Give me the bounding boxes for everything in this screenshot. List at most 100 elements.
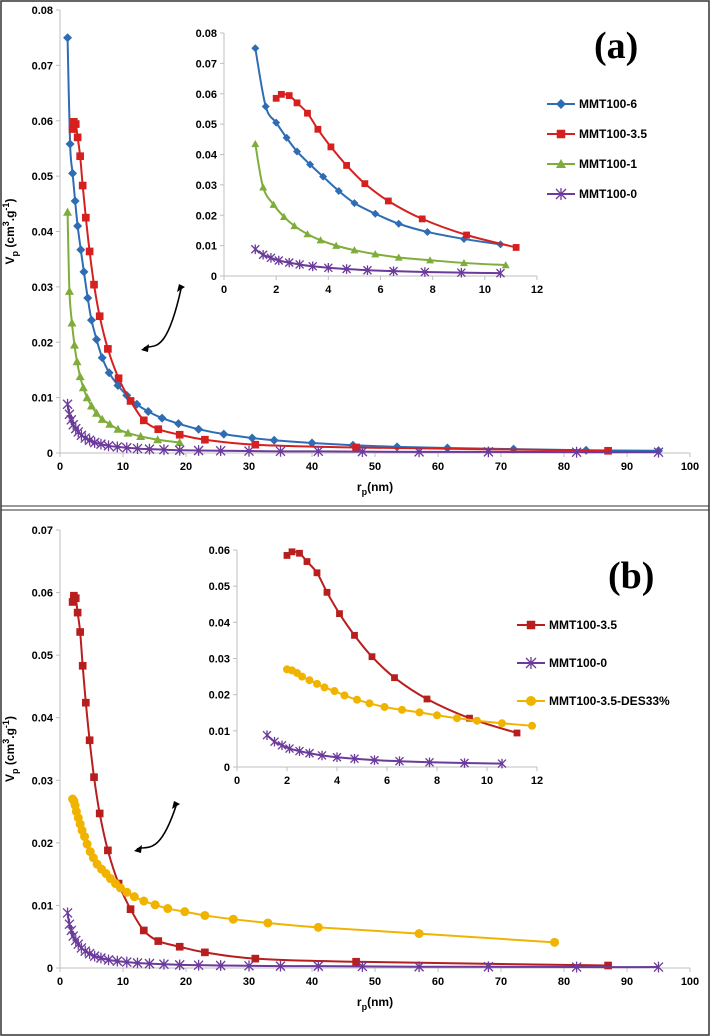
panel-a-callout-arrow xyxy=(141,284,185,352)
panel-b-legend-label: MMT100-3.5 xyxy=(549,618,617,632)
panel-b-inset-data-point xyxy=(336,610,343,618)
panel-a-main-data-point xyxy=(62,398,73,410)
panel-a-main-data-point xyxy=(194,424,204,434)
panel-b-main-y-tick-label: 0.04 xyxy=(32,713,54,725)
panel-b-main-data-point xyxy=(104,846,112,855)
panel-a-inset-data-point xyxy=(459,258,468,267)
panel-a-inset-data-point xyxy=(350,199,359,208)
panel-a-main-data-point xyxy=(103,440,114,452)
panel-a-inset-data-point xyxy=(295,259,305,270)
panel-a-main-data-point xyxy=(114,374,123,383)
panel-b-inset-data-point xyxy=(320,683,329,692)
panel-b-inset-x-tick-label: 0 xyxy=(234,775,240,787)
panel-a-main-data-point xyxy=(153,435,163,444)
panel-a-legend-item: MMT100-1 xyxy=(547,157,637,171)
panel-b-inset-data-point xyxy=(353,695,361,704)
panel-a-panel-label: (a) xyxy=(594,25,638,67)
panel-a-main-data-point xyxy=(97,414,107,423)
panel-b-inset-x-tick-label: 4 xyxy=(334,775,341,787)
panel-a-inset-data-point xyxy=(342,264,352,274)
panel-b-main-data-point xyxy=(95,809,104,818)
panel-b-inset-x-tick-label: 2 xyxy=(284,775,290,787)
panel-a-main-data-point xyxy=(307,438,317,448)
panel-a-main-data-point xyxy=(85,247,94,256)
panel-a-main-data-point xyxy=(215,445,226,457)
panel-a-main-data-point xyxy=(158,444,169,456)
panel-b-inset-y-tick-label: 0.02 xyxy=(209,690,230,702)
panel-a-inset-data-point xyxy=(512,244,520,251)
panel-a-inset-data-point xyxy=(258,249,268,260)
panel-a-main-data-point xyxy=(84,434,95,446)
panel-b-main-series-MMT100-0 xyxy=(62,907,664,973)
panel-a-main-data-point xyxy=(105,419,115,428)
panel-a-main-data-point xyxy=(63,33,73,43)
panel-b-main-data-point xyxy=(78,661,87,670)
panel-a-main-data-point xyxy=(69,340,79,349)
panel-b-main-x-tick-label: 100 xyxy=(681,976,699,988)
panel-b-main-data-point xyxy=(80,832,90,842)
panel-a-inset-data-point xyxy=(319,172,328,181)
panel-b-inset-data-point xyxy=(340,691,349,700)
panel-a-main-data-point xyxy=(71,120,80,128)
panel-b-inset-data-point xyxy=(513,729,521,737)
panel-a-inset-data-point xyxy=(332,241,341,249)
panel-a-main-data-point xyxy=(352,443,360,452)
panel-b-main-data-point xyxy=(112,955,123,967)
panel-a-main-x-tick-label: 50 xyxy=(369,461,381,473)
panel-a-main-data-point xyxy=(123,428,133,437)
panel-b-main-data-point xyxy=(84,948,95,960)
panel-a-main-data-point xyxy=(70,196,80,206)
panel-a-main-data-point xyxy=(92,334,102,344)
panel-a-inset-data-point xyxy=(266,252,276,263)
panel-b-main-data-point xyxy=(158,958,169,970)
panel-b-main-y-tick-label: 0.01 xyxy=(32,900,53,912)
panel-a-main-data-point xyxy=(201,435,209,444)
panel-b-main-data-point xyxy=(115,883,125,893)
panel-b-main-data-point xyxy=(129,892,139,902)
panel-b-main-data-point xyxy=(228,914,238,924)
panel-b-legend-marker xyxy=(525,657,537,669)
panel-a-main-series-MMT100-1 xyxy=(63,207,185,447)
panel-a-inset-series-MMT100-0 xyxy=(250,244,505,278)
panel-a-inset-data-point xyxy=(371,209,380,218)
panel-a-inset-data-point xyxy=(426,256,435,264)
panel-b-main-data-point xyxy=(604,961,612,970)
panel-b-main-data-point xyxy=(201,948,209,957)
panel-a-main-x-tick-label: 80 xyxy=(558,461,570,473)
panel-a-main-data-point xyxy=(154,425,163,434)
panel-a-legend-marker xyxy=(555,188,567,200)
panel-b-inset-data-point xyxy=(270,736,279,747)
panel-a-main-data-point xyxy=(73,221,83,231)
panel-a-inset-data-point xyxy=(384,197,392,205)
panel-a-inset-data-point xyxy=(350,246,359,254)
panel-a-inset-data-point xyxy=(250,244,260,255)
panel-b-x-axis-label: rp(nm) xyxy=(357,995,393,1012)
panel-b-inset-data-point xyxy=(332,752,342,763)
panel-a-inset-data-point xyxy=(290,221,299,230)
panel-a-inset-data-point xyxy=(269,200,278,208)
panel-b-inset-data-point xyxy=(351,631,358,639)
panel-b-inset-x-tick-label: 8 xyxy=(434,775,440,787)
panel-b-inset-data-point xyxy=(313,679,321,688)
panel-b-main-data-point xyxy=(126,905,135,914)
panel-a-inset-data-point xyxy=(303,230,312,238)
panel-a-main-data-point xyxy=(175,430,184,439)
panel-b-main-data-point xyxy=(95,952,106,964)
panel-b-inset-data-point xyxy=(330,687,339,696)
panel-b-inset-data-point xyxy=(313,569,321,577)
panel-a-main-y-tick-label: 0.04 xyxy=(32,227,54,239)
panel-a-inset-data-point xyxy=(327,143,335,151)
panel-b-inset-data-point xyxy=(262,730,272,740)
panel-a-main-y-tick-label: 0.08 xyxy=(32,5,53,17)
panel-b-main-data-point xyxy=(653,961,664,973)
panel-b-main-y-tick-label: 0.03 xyxy=(32,775,53,787)
panel-a-main-data-point xyxy=(144,443,155,455)
panel-b-inset-data-point xyxy=(498,719,506,728)
panel-b-inset-data-point xyxy=(288,548,296,556)
panel-b-inset-data-point xyxy=(305,676,314,685)
panel-a-main-y-tick-label: 0.03 xyxy=(32,282,53,294)
panel-a-main-data-point xyxy=(173,419,183,429)
panel-a-inset-y-tick-label: 0.05 xyxy=(196,119,217,131)
panel-b-legend-item: MMT100-0 xyxy=(517,656,607,670)
panel-a-main-y-tick-label: 0.05 xyxy=(32,171,53,183)
